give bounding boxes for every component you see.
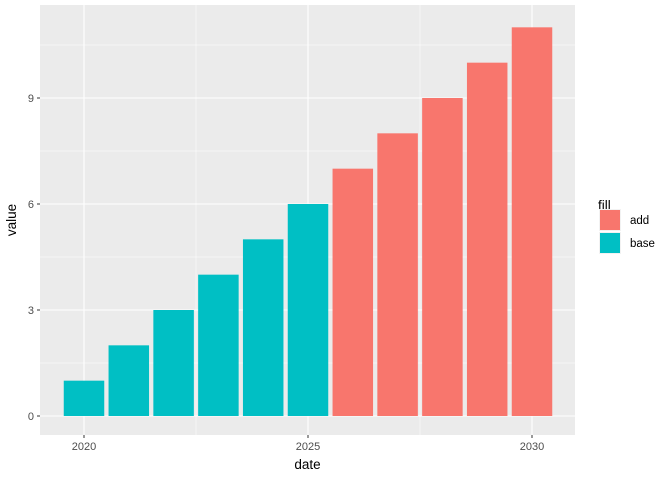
y-axis: 0 3 6 9 <box>28 93 40 423</box>
y-tick-label: 3 <box>28 305 34 317</box>
legend-key-add <box>600 210 620 230</box>
bar-2028-add <box>422 98 463 416</box>
x-tick-label: 2020 <box>72 441 96 453</box>
bars <box>63 27 553 417</box>
bar-2021-base <box>108 345 150 416</box>
bar-2023-base <box>198 274 239 416</box>
x-tick-label: 2030 <box>520 441 544 453</box>
y-tick-label: 0 <box>28 411 34 423</box>
y-tick-label: 6 <box>28 199 34 211</box>
y-tick-label: 9 <box>28 93 34 105</box>
bar-2022-base <box>153 310 194 416</box>
legend-entries: add base <box>599 209 655 254</box>
bar-2020-base <box>63 380 105 416</box>
bar-2030-add <box>511 27 553 416</box>
legend-label-add: add <box>630 215 649 227</box>
x-axis-title: date <box>294 457 320 472</box>
bar-2026-add <box>332 168 374 416</box>
legend-key-base <box>600 233 620 253</box>
x-axis: 2020 2025 2030 <box>72 435 544 453</box>
bar-2029-add <box>466 62 508 417</box>
y-axis-title: value <box>4 204 19 236</box>
x-tick-label: 2025 <box>296 441 320 453</box>
bar-2027-add <box>377 133 418 417</box>
legend-label-base: base <box>630 238 655 250</box>
bar-2024-base <box>242 239 284 416</box>
bar-2025-base <box>287 204 329 416</box>
